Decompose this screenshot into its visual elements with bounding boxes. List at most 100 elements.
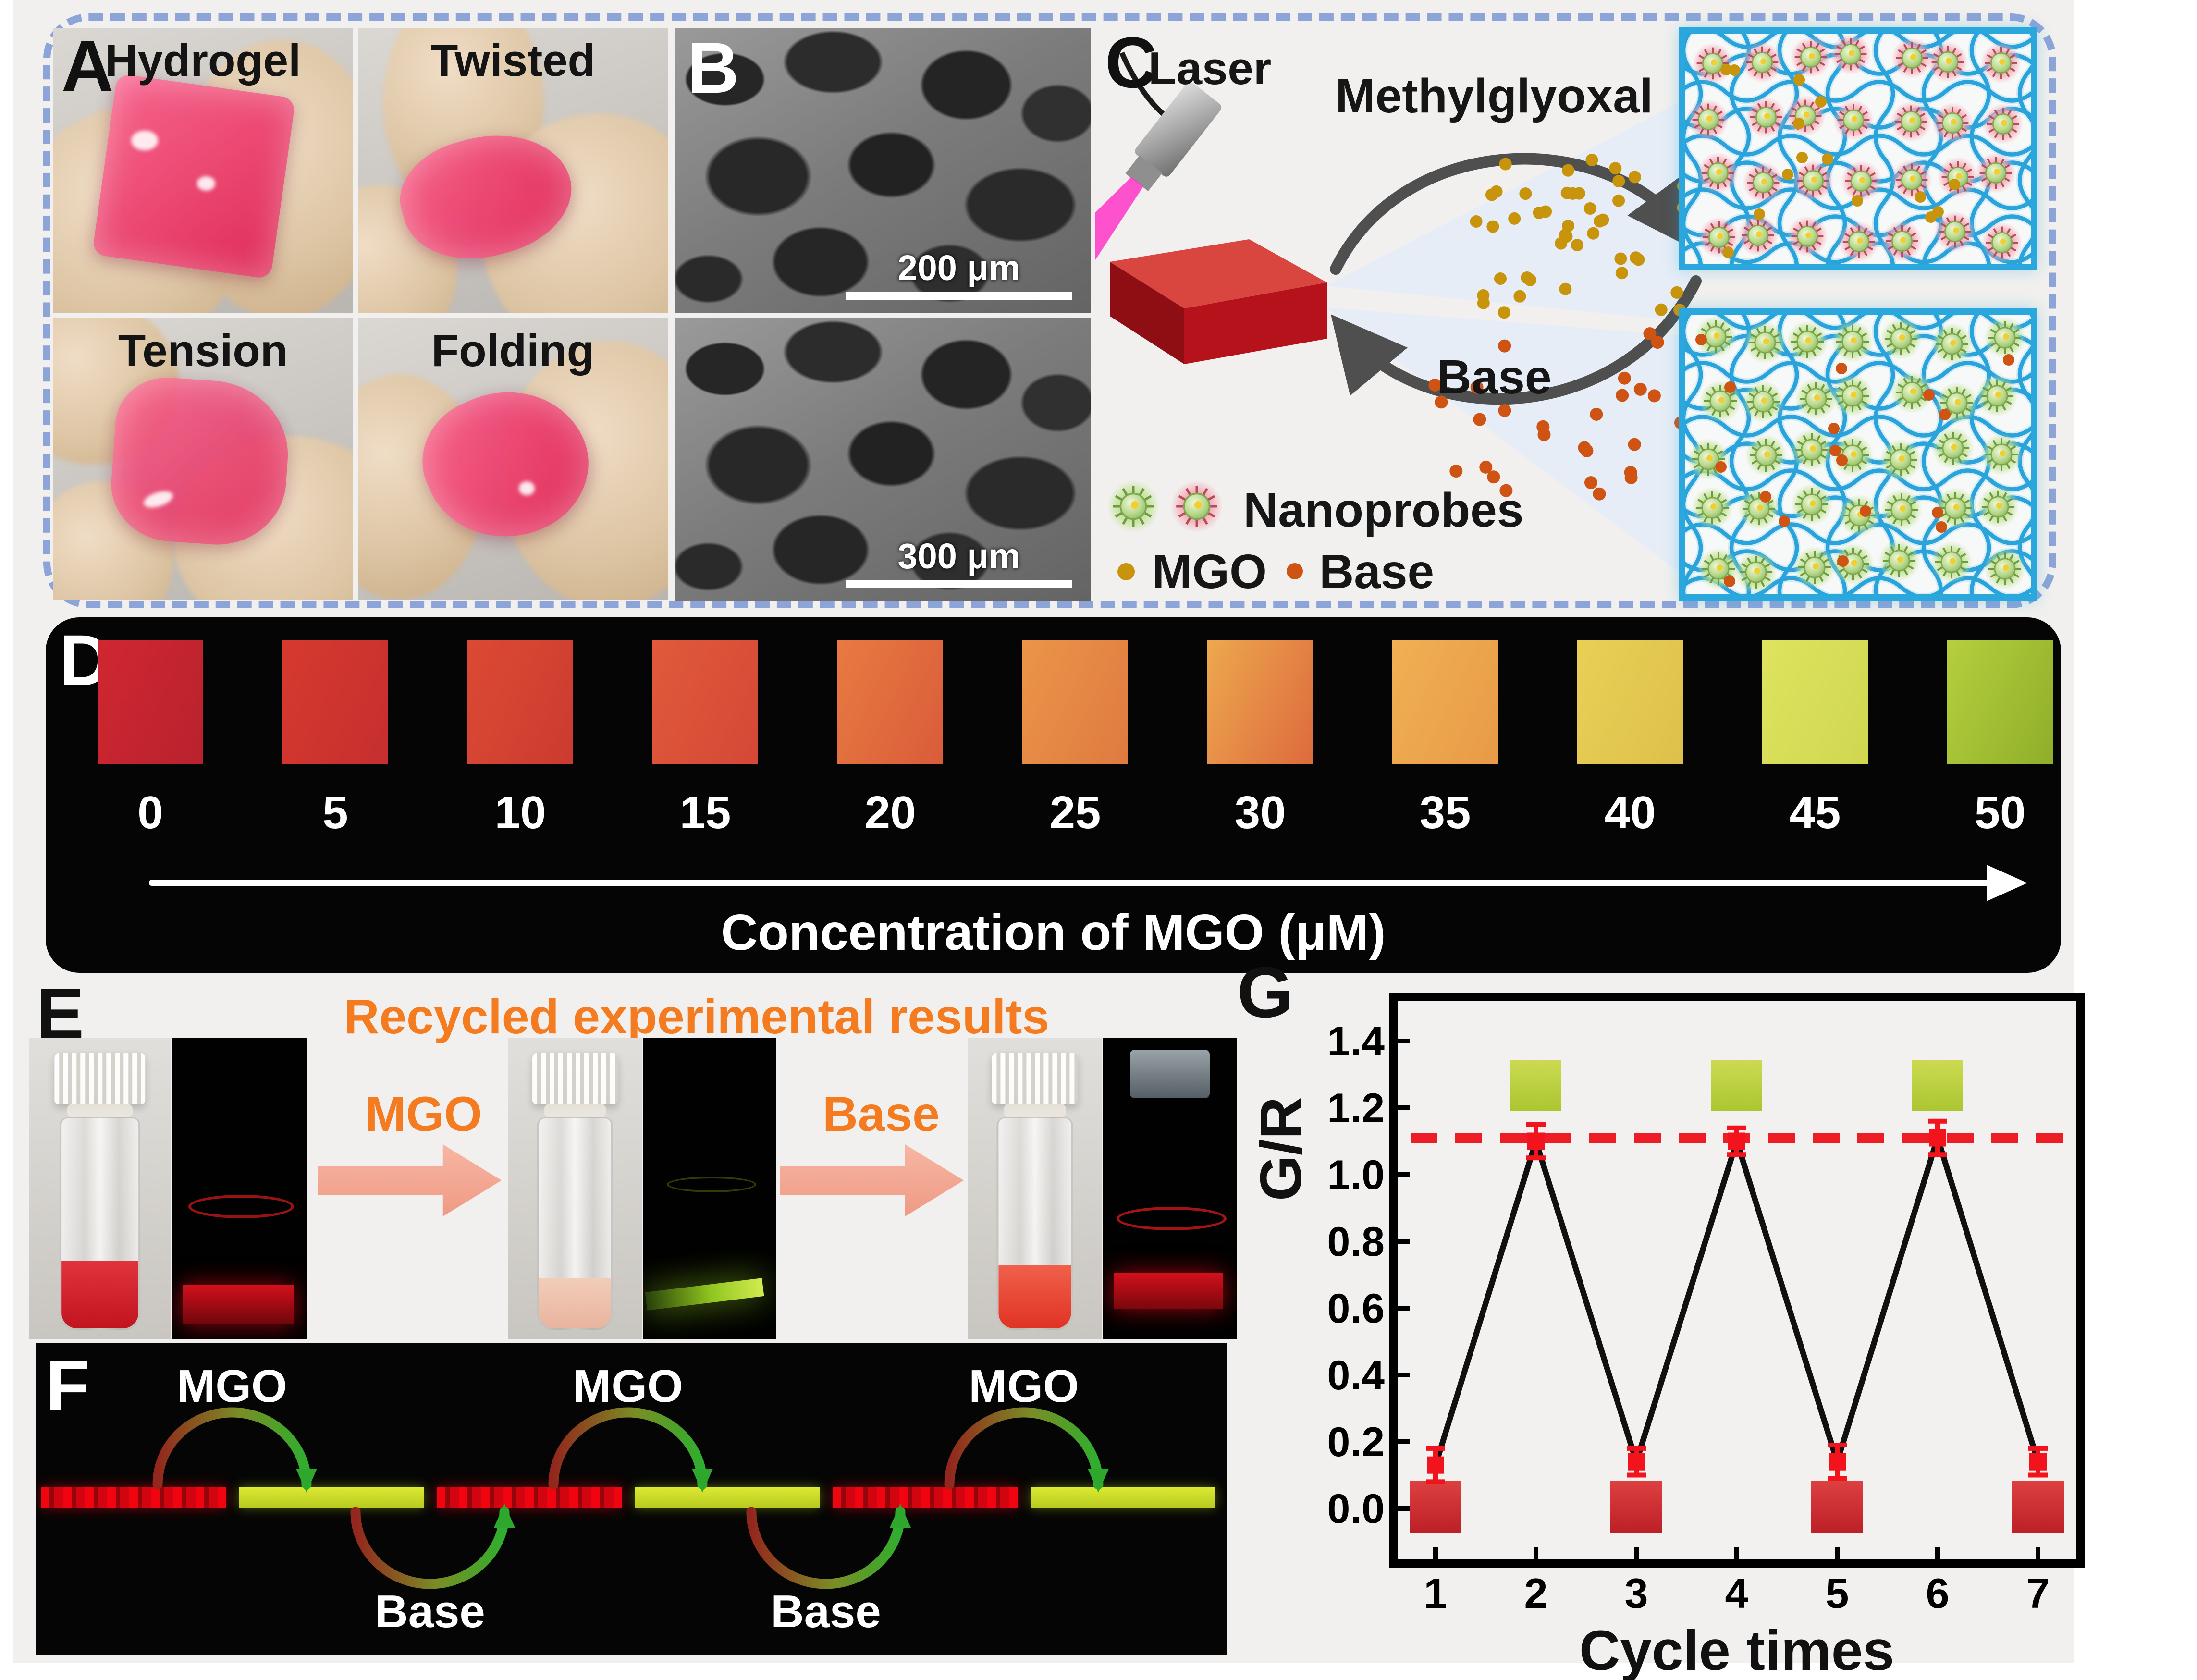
base-dot-icon (1287, 563, 1303, 579)
concentration-swatch-50 (1947, 640, 2053, 764)
network-dot (1936, 521, 1947, 533)
mgo-dot-icon (1117, 563, 1135, 580)
sem-image-top: 200 μm (675, 28, 1091, 313)
scatter-dot (1585, 154, 1598, 166)
mesh-line (1685, 522, 2031, 545)
network-dot (1793, 118, 1804, 129)
scatter-dot (1519, 187, 1532, 200)
uv-vial-cap (1129, 1050, 1210, 1098)
nanoprobe-icon (1837, 493, 1881, 538)
reverse-cycle-arrow (1330, 275, 1702, 405)
concentration-tick: 50 (1974, 787, 2026, 838)
concentration-swatch-45 (1762, 640, 1868, 764)
network-dot (1822, 153, 1833, 165)
nanoprobe-icon (1832, 98, 1875, 142)
scatter-dot (1477, 296, 1490, 309)
scatter-dot (1470, 380, 1484, 394)
nanoprobe-icon (1790, 428, 1834, 472)
x-tick-label: 6 (1926, 1570, 1950, 1617)
network-dot (1836, 363, 1847, 374)
scatter-dot (1479, 460, 1493, 474)
vial-cap (532, 1053, 618, 1104)
network-dot (1695, 334, 1707, 345)
vial-neck (1004, 1104, 1066, 1118)
data-marker (2029, 1453, 2047, 1471)
network-dot (1782, 169, 1793, 180)
mesh-line (1685, 468, 2031, 491)
nanoprobe-icon (1878, 438, 1923, 482)
photo-caption: Hydrogel (105, 35, 301, 86)
nanoprobe-icon (1829, 34, 1872, 76)
vial-uv-red (172, 1038, 307, 1339)
f-mgo-label: MGO (177, 1361, 287, 1412)
glare (131, 130, 158, 151)
mesh-line (1685, 80, 2031, 103)
network-dot (1722, 246, 1734, 258)
nanoprobe-icon (1744, 96, 1788, 139)
vial-neck (67, 1104, 133, 1118)
nanoprobe-icon (1979, 432, 2024, 477)
chart-y-axis-label: G/R (1248, 1097, 1313, 1201)
vial-cap (54, 1053, 146, 1104)
gel-strip-red (437, 1487, 622, 1508)
scatter-dot (1628, 171, 1641, 184)
mesh-line (1969, 315, 1991, 594)
scatter-dot (1559, 282, 1572, 295)
network-dot (1939, 409, 1951, 420)
nanoprobe-icon (1976, 485, 2020, 529)
scatter-dot (1428, 379, 1442, 392)
mesh-line (2017, 34, 2031, 264)
f-base-label: Base (771, 1586, 881, 1637)
gel-strip-red (833, 1487, 1018, 1508)
concentration-strip-panel: D 0 5 10 15 20 25 30 35 40 45 50 Concentration of … (46, 617, 2061, 973)
y-tick-label: 0.8 (1327, 1219, 1385, 1265)
base-dot-cluster (1428, 327, 1687, 501)
panel-c-label: C (1105, 22, 1157, 103)
vial-glass (537, 1117, 614, 1331)
glare (519, 481, 535, 496)
scatter-dot (1609, 162, 1622, 175)
vial-neck (544, 1104, 606, 1118)
uv-faint-ring (667, 1176, 756, 1192)
scatter-dot (1615, 267, 1628, 280)
hydrogel-slab (107, 374, 293, 550)
gel-strip-green (239, 1487, 424, 1508)
network-dot (1915, 191, 1926, 203)
nanoprobe-icon (1975, 374, 2019, 418)
network-green-graphic (1685, 315, 2031, 594)
scatter-dot (1647, 389, 1661, 403)
mesh-line (1729, 315, 1751, 594)
concentration-tick: 35 (1419, 787, 1471, 838)
x-tick-label: 7 (2026, 1570, 2050, 1617)
mesh-line (1873, 315, 1895, 594)
scatter-dot (1580, 444, 1594, 457)
red-gel-inset (1410, 1481, 1461, 1533)
nanoprobe-icon (1789, 36, 1832, 79)
cycle-arcs (152, 1407, 1109, 1589)
scatter-dot (1596, 213, 1609, 226)
scatter-dot (1508, 212, 1521, 225)
photo-caption: Folding (431, 325, 595, 376)
y-tick-label: 0.0 (1327, 1486, 1385, 1532)
concentration-swatch-20 (837, 640, 943, 764)
scatter-dot (1499, 484, 1513, 497)
nanoprobe-icon (1792, 159, 1835, 202)
scheme-graphic (1095, 51, 1702, 581)
concentration-swatch-5 (282, 640, 388, 764)
nanoprobe-icon (1983, 316, 2027, 360)
nanoprobe-icon (1741, 41, 1784, 84)
scatter-dot (1593, 487, 1606, 501)
scatter-dot (1587, 227, 1600, 240)
gel-side-face (1110, 262, 1184, 364)
network-dot (1724, 576, 1735, 587)
scatter-dot (1499, 158, 1512, 171)
concentration-tick: 45 (1789, 787, 1841, 838)
scalebar-line (846, 580, 1072, 588)
network-dot (1932, 206, 1944, 218)
gel-strip-red (41, 1487, 226, 1508)
nanoprobe-icon (1786, 215, 1829, 258)
nanoprobe-icon (1933, 210, 1976, 253)
network-dot (1860, 505, 1871, 517)
scatter-dot (1624, 471, 1638, 484)
nanoprobe-icon (1696, 151, 1740, 195)
